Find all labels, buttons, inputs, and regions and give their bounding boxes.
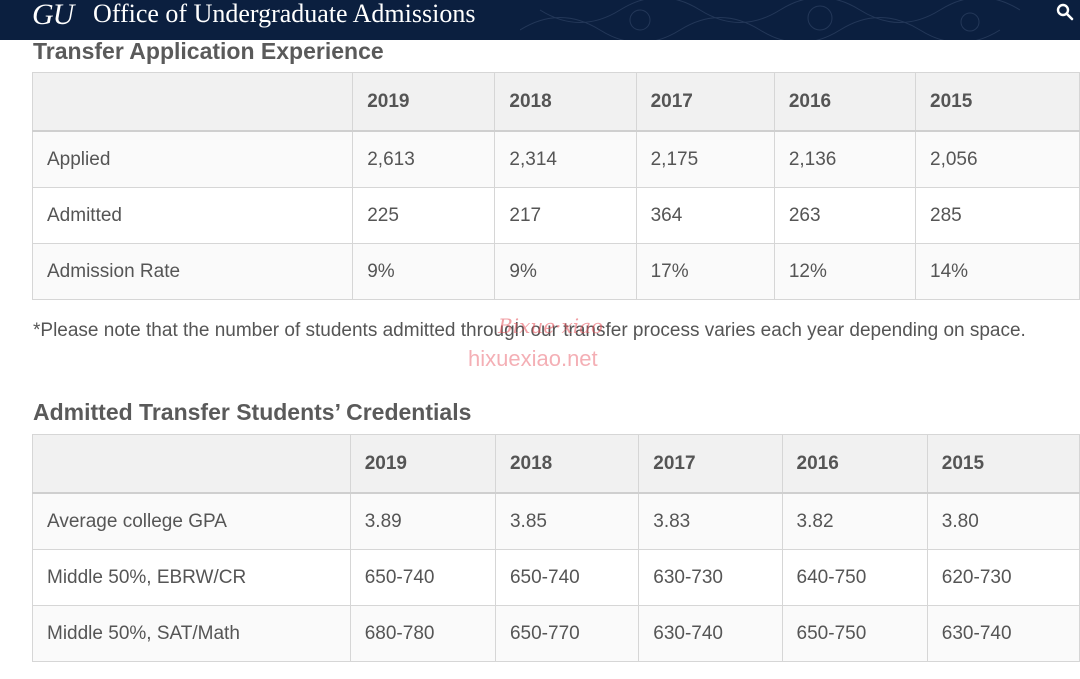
table-cell: 620-730	[926, 549, 1080, 606]
row-label: Admission Rate	[31, 243, 354, 300]
column-header: 2017	[635, 72, 775, 132]
table-cell: 2,056	[915, 130, 1080, 188]
column-header: 2016	[781, 434, 928, 494]
column-header	[32, 434, 351, 494]
table-cell: 3.89	[349, 492, 496, 550]
table-cell: 650-740	[494, 549, 640, 606]
table-cell: 650-740	[349, 549, 496, 606]
table-cell: 9%	[352, 243, 496, 300]
table-row: Admission Rate 9% 9% 17% 12% 14%	[31, 243, 1080, 300]
experience-table: 2019 2018 2017 2016 2015 Applied 2,613 2…	[31, 72, 1080, 300]
site-title[interactable]: Office of Undergraduate Admissions	[93, 0, 476, 28]
table-cell: 225	[352, 187, 496, 244]
table-cell: 14%	[915, 243, 1080, 300]
column-header	[31, 72, 354, 132]
table-cell: 17%	[635, 243, 775, 300]
search-icon[interactable]	[1056, 3, 1074, 21]
table-cell: 640-750	[781, 549, 928, 606]
table-cell: 364	[635, 187, 775, 244]
row-label: Average college GPA	[32, 492, 351, 550]
credentials-heading: Admitted Transfer Students’ Credentials	[33, 399, 472, 425]
admission-note: *Please note that the number of students…	[33, 320, 1026, 341]
experience-heading: Transfer Application Experience	[33, 38, 384, 64]
row-label: Applied	[31, 130, 354, 188]
gu-logo[interactable]: GU	[32, 0, 74, 31]
table-row: Average college GPA 3.89 3.85 3.83 3.82 …	[32, 492, 1080, 550]
table-cell: 12%	[773, 243, 917, 300]
table-cell: 650-770	[494, 605, 640, 662]
table-cell: 285	[915, 187, 1080, 244]
table-row: Middle 50%, SAT/Math 680-780 650-770 630…	[32, 605, 1080, 662]
row-label: Middle 50%, EBRW/CR	[32, 549, 351, 606]
site-header: GU Office of Undergraduate Admissions	[0, 0, 1080, 40]
row-label: Middle 50%, SAT/Math	[32, 605, 351, 662]
credentials-table: 2019 2018 2017 2016 2015 Average college…	[32, 434, 1080, 662]
table-row: Applied 2,613 2,314 2,175 2,136 2,056	[31, 130, 1080, 188]
watermark-url: hixuexiao.net	[468, 346, 598, 371]
table-header-row: 2019 2018 2017 2016 2015	[32, 434, 1080, 494]
table-cell: 9%	[494, 243, 637, 300]
column-header: 2019	[352, 72, 496, 132]
column-header: 2016	[773, 72, 917, 132]
table-cell: 650-750	[781, 605, 928, 662]
table-cell: 630-730	[638, 549, 783, 606]
table-cell: 630-740	[638, 605, 783, 662]
column-header: 2018	[494, 434, 640, 494]
table-cell: 263	[773, 187, 917, 244]
table-cell: 3.82	[781, 492, 928, 550]
row-label: Admitted	[31, 187, 354, 244]
column-header: 2017	[638, 434, 783, 494]
table-cell: 2,175	[635, 130, 775, 188]
header-pattern	[520, 0, 1021, 40]
table-cell: 2,613	[352, 130, 496, 188]
table-header-row: 2019 2018 2017 2016 2015	[31, 72, 1080, 132]
table-cell: 2,136	[773, 130, 917, 188]
table-cell: 2,314	[494, 130, 637, 188]
column-header: 2015	[915, 72, 1080, 132]
table-cell: 630-740	[926, 605, 1080, 662]
table-cell: 3.83	[638, 492, 783, 550]
column-header: 2019	[349, 434, 496, 494]
table-cell: 680-780	[349, 605, 496, 662]
table-cell: 217	[494, 187, 637, 244]
column-header: 2018	[494, 72, 637, 132]
table-cell: 3.85	[494, 492, 640, 550]
table-row: Middle 50%, EBRW/CR 650-740 650-740 630-…	[32, 549, 1080, 606]
column-header: 2015	[926, 434, 1080, 494]
table-cell: 3.80	[926, 492, 1080, 550]
table-row: Admitted 225 217 364 263 285	[31, 187, 1080, 244]
